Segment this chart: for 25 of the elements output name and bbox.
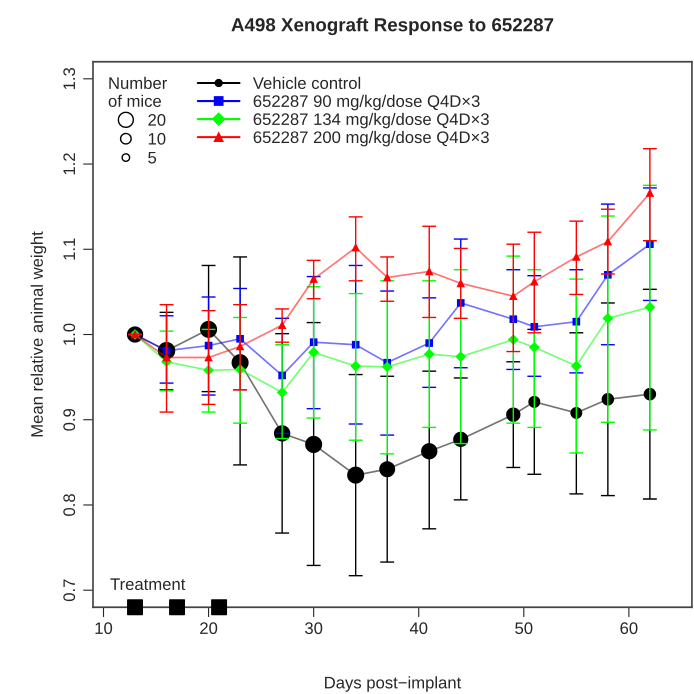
legend-label: Vehicle control xyxy=(252,76,360,90)
y-axis-title: Mean relative animal weight xyxy=(30,231,46,436)
x-axis-title: Days post−implant xyxy=(325,676,462,692)
y-tick-label: 1.0 xyxy=(63,324,76,345)
y-tick-label: 1.2 xyxy=(63,153,75,174)
legend-label: 652287 200 mg/kg/dose Q4D×3 xyxy=(254,130,489,146)
x-tick-label: 30 xyxy=(305,622,322,634)
legend-label: 652287 134 mg/kg/dose Q4D×3 xyxy=(254,112,489,128)
y-tick-label: 0.8 xyxy=(63,494,76,516)
y-tick-label: 1.1 xyxy=(63,238,75,260)
x-tick-label: 40 xyxy=(410,622,428,634)
legend-title: Number of mice xyxy=(108,76,167,107)
x-tick-label: 60 xyxy=(620,622,638,634)
x-tick-label: 20 xyxy=(200,622,218,634)
x-tick-label: 50 xyxy=(515,622,532,634)
y-tick-label: 0.9 xyxy=(63,408,76,431)
legend-label: 10 xyxy=(148,132,166,145)
legend-label: 20 xyxy=(148,114,166,126)
chart-title: A498 Xenograft Response to 652287 xyxy=(231,18,554,36)
y-tick-label: 0.7 xyxy=(63,579,76,602)
legend-label: 652287 90 mg/kg/dose Q4D×3 xyxy=(254,94,480,110)
series-label: Treatment xyxy=(110,578,186,590)
x-tick-label: 10 xyxy=(96,622,112,634)
legend-label: 5 xyxy=(148,152,156,164)
y-tick-label: 1.3 xyxy=(63,68,76,90)
